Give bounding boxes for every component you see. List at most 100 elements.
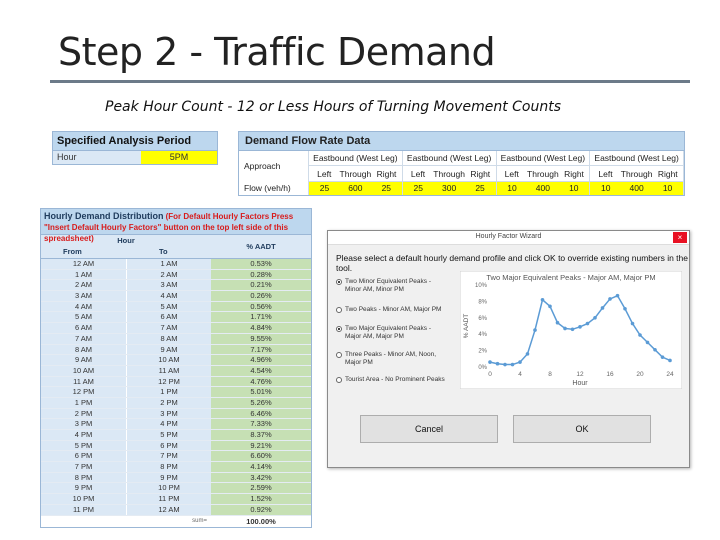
y-tick-label: 6% bbox=[478, 316, 487, 322]
table-row: 5 AM 6 AM 1.71% bbox=[41, 312, 311, 324]
to-cell: 8 AM bbox=[126, 333, 211, 344]
data-point bbox=[668, 358, 672, 363]
from-cell: 10 AM bbox=[41, 365, 126, 376]
table-row: 9 PM 10 PM 2.59% bbox=[41, 483, 311, 495]
to-cell: 3 AM bbox=[126, 280, 211, 291]
x-tick-label: 12 bbox=[576, 371, 584, 378]
aadt-cell[interactable]: 4.14% bbox=[211, 462, 311, 472]
aadt-cell[interactable]: 0.92% bbox=[211, 504, 311, 515]
aadt-cell[interactable]: 9.21% bbox=[211, 440, 311, 451]
dialog-title: Hourly Factor Wizard bbox=[475, 233, 542, 240]
flow-value-cell[interactable]: 600 bbox=[348, 183, 363, 193]
aadt-cell[interactable]: 1.71% bbox=[211, 312, 311, 323]
to-cell: 10 AM bbox=[126, 355, 211, 365]
from-cell: 7 AM bbox=[41, 333, 126, 344]
aadt-cell[interactable]: 1.52% bbox=[211, 494, 311, 504]
aadt-cell[interactable]: 0.21% bbox=[211, 280, 311, 291]
data-point bbox=[623, 306, 627, 311]
radio-button[interactable] bbox=[336, 279, 342, 285]
hourly-title: Hourly Demand Distribution bbox=[44, 211, 164, 221]
to-cell: 5 PM bbox=[126, 430, 211, 440]
aadt-cell[interactable]: 4.84% bbox=[211, 323, 311, 333]
radio-button[interactable] bbox=[336, 377, 342, 383]
dialog-titlebar: Hourly Factor Wizard × bbox=[328, 231, 689, 245]
radio-button[interactable] bbox=[336, 307, 342, 313]
aadt-cell[interactable]: 5.26% bbox=[211, 397, 311, 408]
flow-value-cell[interactable]: 25 bbox=[475, 183, 485, 193]
to-cell: 9 AM bbox=[126, 344, 211, 355]
aadt-cell[interactable]: 6.46% bbox=[211, 408, 311, 419]
profile-option[interactable]: Tourist Area - No Prominent Peaks bbox=[336, 376, 445, 384]
aadt-cell[interactable]: 0.56% bbox=[211, 301, 311, 312]
profile-option[interactable]: Three Peaks - Minor AM, Noon, Major PM bbox=[336, 351, 436, 367]
aadt-cell[interactable]: 3.42% bbox=[211, 472, 311, 483]
flow-value-cell[interactable]: 10 bbox=[662, 183, 673, 193]
ok-button[interactable]: OK bbox=[513, 415, 651, 443]
aadt-cell[interactable]: 7.17% bbox=[211, 344, 311, 355]
flow-value-cell[interactable]: 10 bbox=[569, 183, 579, 193]
flow-value-cell[interactable]: 25 bbox=[319, 183, 330, 193]
radio-button[interactable] bbox=[336, 352, 342, 358]
aadt-cell[interactable]: 0.26% bbox=[211, 291, 311, 301]
flow-value-cell[interactable]: 10 bbox=[600, 183, 611, 193]
approach-label: Approach bbox=[239, 151, 309, 182]
flow-value-cell[interactable]: 400 bbox=[629, 183, 644, 193]
hour-value-cell[interactable]: 5PM bbox=[141, 151, 217, 164]
to-cell: 8 PM bbox=[126, 462, 211, 472]
from-cell: 6 PM bbox=[41, 451, 126, 462]
flow-value-cell[interactable]: 400 bbox=[535, 183, 550, 193]
table-row: 5 PM 6 PM 9.21% bbox=[41, 440, 311, 452]
data-point bbox=[555, 320, 560, 325]
x-tick-label: 16 bbox=[606, 371, 614, 378]
x-tick-label: 24 bbox=[666, 371, 674, 378]
cancel-button[interactable]: Cancel bbox=[360, 415, 498, 443]
hourly-distribution-panel: Hourly Demand Distribution (For Default … bbox=[40, 208, 312, 528]
from-cell: 4 PM bbox=[41, 430, 126, 440]
aadt-cell[interactable]: 7.33% bbox=[211, 419, 311, 429]
profile-option[interactable]: Two Peaks - Minor AM, Major PM bbox=[336, 306, 441, 314]
hourly-sum-row: sum= 100.00% bbox=[41, 515, 311, 527]
data-point bbox=[660, 355, 665, 359]
radio-button[interactable] bbox=[336, 326, 342, 332]
title-divider bbox=[50, 80, 690, 83]
aadt-cell[interactable]: 4.96% bbox=[211, 355, 311, 365]
movement-label: Through bbox=[620, 169, 653, 179]
table-row: 1 PM 2 PM 5.26% bbox=[41, 397, 311, 409]
aadt-cell[interactable]: 9.55% bbox=[211, 333, 311, 344]
from-cell: 5 PM bbox=[41, 440, 126, 451]
chart-xlabel: Hour bbox=[572, 380, 588, 387]
x-tick-label: 0 bbox=[488, 371, 492, 378]
flow-value-cell[interactable]: 25 bbox=[413, 183, 423, 193]
to-cell: 7 PM bbox=[126, 451, 211, 462]
aadt-cell[interactable]: 4.76% bbox=[211, 376, 311, 387]
movement-label: Through bbox=[433, 169, 465, 179]
aadt-cell[interactable]: 2.59% bbox=[211, 483, 311, 494]
aadt-cell[interactable]: 6.60% bbox=[211, 451, 311, 462]
demand-flow-header: Demand Flow Rate Data bbox=[239, 132, 684, 151]
to-column-label: To bbox=[159, 247, 168, 256]
movement-label: Left bbox=[504, 169, 519, 179]
aadt-cell[interactable]: 8.37% bbox=[211, 430, 311, 440]
aadt-cell[interactable]: 0.28% bbox=[211, 269, 311, 280]
approach-group: Eastbound (West Leg) Left Through Right 10 40… bbox=[496, 151, 591, 195]
profile-chart: Two Major Equivalent Peaks - Major AM, M… bbox=[460, 271, 682, 389]
aadt-cell[interactable]: 0.53% bbox=[211, 259, 311, 269]
close-icon[interactable]: × bbox=[673, 232, 687, 243]
chart-ylabel: % AADT bbox=[463, 314, 470, 339]
from-cell: 7 PM bbox=[41, 462, 126, 472]
table-row: 2 AM 3 AM 0.21% bbox=[41, 280, 311, 292]
profile-option[interactable]: Two Minor Equivalent Peaks - Minor AM, Mi… bbox=[336, 278, 431, 294]
aadt-cell[interactable]: 5.01% bbox=[211, 387, 311, 397]
aadt-cell[interactable]: 4.54% bbox=[211, 365, 311, 376]
flow-value-cell[interactable]: 300 bbox=[442, 183, 457, 193]
from-cell: 12 PM bbox=[41, 387, 126, 397]
flow-value-cell[interactable]: 25 bbox=[381, 183, 392, 193]
from-cell: 5 AM bbox=[41, 312, 126, 323]
flow-value-cell[interactable]: 10 bbox=[507, 183, 517, 193]
to-cell: 10 PM bbox=[126, 483, 211, 494]
profile-option[interactable]: Two Major Equivalent Peaks - Major AM, Ma… bbox=[336, 325, 431, 341]
dialog-instruction: Please select a default hourly demand pr… bbox=[336, 253, 688, 273]
from-cell: 1 AM bbox=[41, 269, 126, 280]
slide-subtitle: Peak Hour Count - 12 or Less Hours of Tu… bbox=[105, 99, 562, 115]
option-label: Two Minor Equivalent Peaks - bbox=[345, 278, 431, 285]
